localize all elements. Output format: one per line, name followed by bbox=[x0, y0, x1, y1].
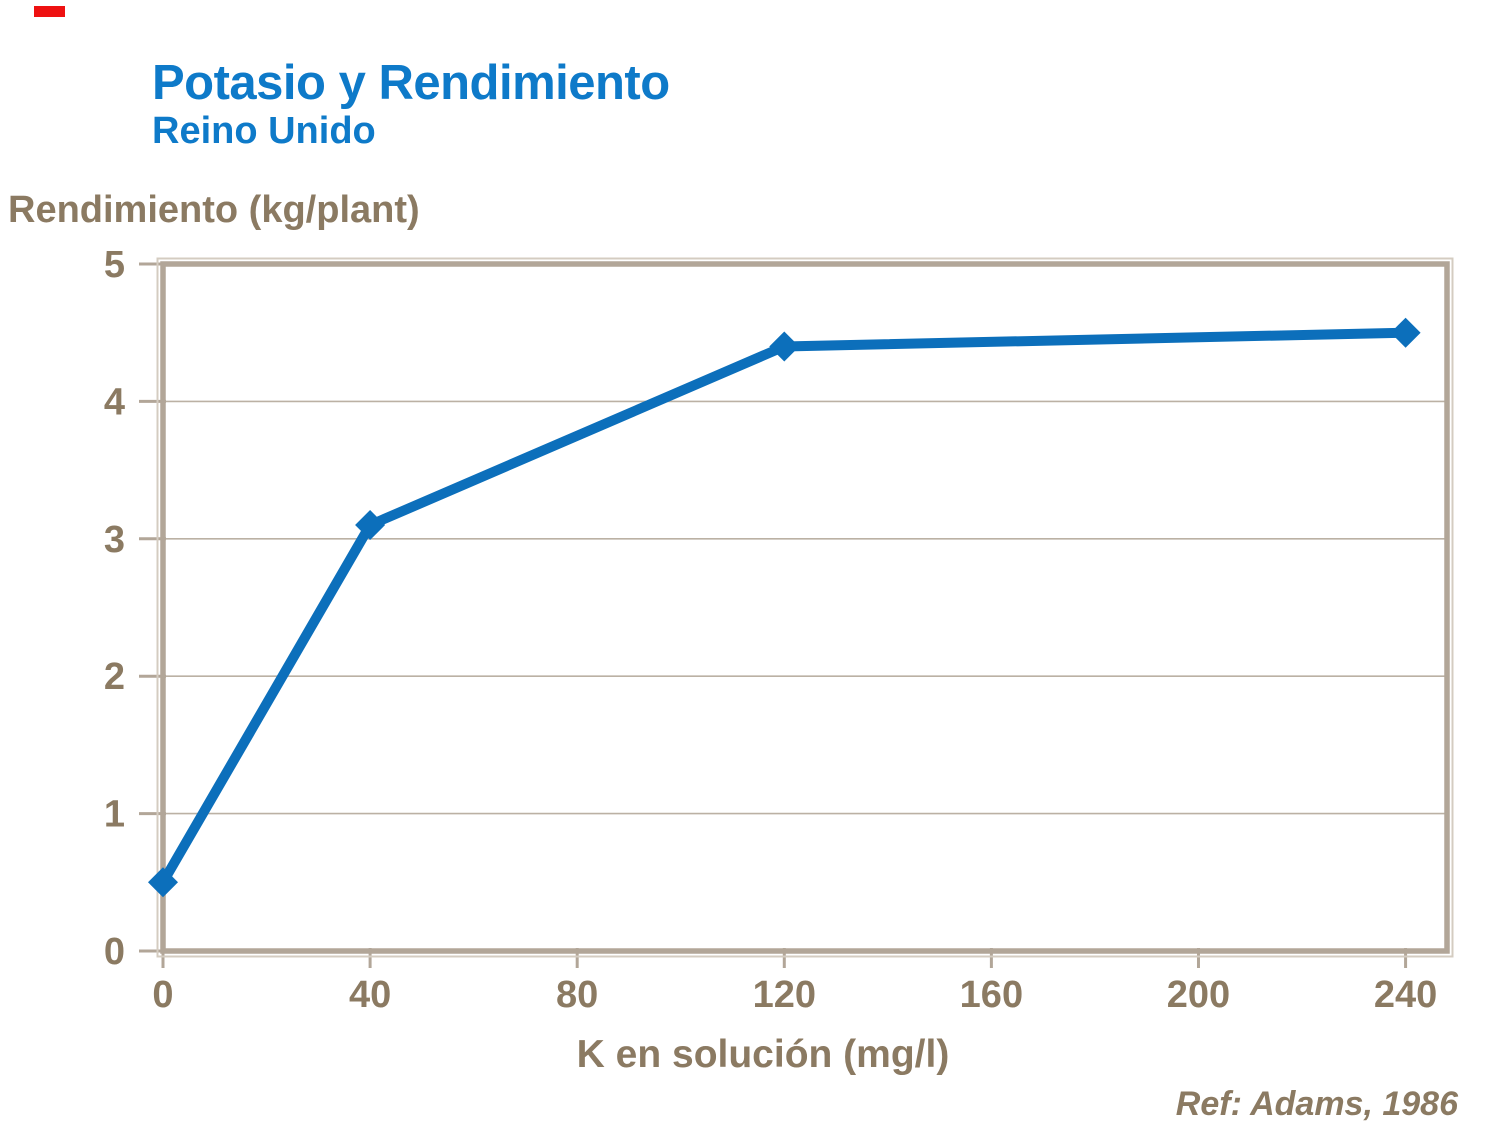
x-tick-label: 80 bbox=[556, 974, 598, 1016]
chart-title: Potasio y Rendimiento bbox=[152, 56, 670, 110]
y-axis-title: Rendimiento (kg/plant) bbox=[8, 189, 420, 231]
y-tick-label: 3 bbox=[104, 519, 125, 561]
data-point-marker bbox=[355, 510, 386, 541]
x-tick-label: 120 bbox=[753, 974, 816, 1016]
y-tick-label: 0 bbox=[104, 931, 125, 973]
red-accent-mark bbox=[34, 6, 65, 17]
data-point-marker bbox=[148, 867, 178, 898]
x-tick-label: 240 bbox=[1374, 974, 1437, 1016]
y-tick-label: 5 bbox=[104, 244, 125, 286]
data-line bbox=[158, 327, 1406, 885]
reference-citation: Ref: Adams, 1986 bbox=[1175, 1085, 1458, 1123]
x-tick-label: 160 bbox=[960, 974, 1023, 1016]
y-tick-label: 2 bbox=[104, 656, 125, 698]
y-tick-label: 4 bbox=[104, 381, 125, 423]
data-point-marker bbox=[769, 331, 800, 362]
data-point-marker bbox=[1390, 317, 1421, 348]
x-tick-label: 40 bbox=[349, 974, 391, 1016]
x-tick-label: 200 bbox=[1167, 974, 1230, 1016]
x-axis-title: K en solución (mg/l) bbox=[576, 1033, 950, 1076]
plot-border-bevel bbox=[156, 257, 1454, 958]
y-tick-label: 1 bbox=[104, 794, 125, 836]
chart-subtitle: Reino Unido bbox=[152, 110, 376, 152]
x-tick-label: 0 bbox=[152, 974, 173, 1016]
plot-border bbox=[160, 261, 1450, 954]
